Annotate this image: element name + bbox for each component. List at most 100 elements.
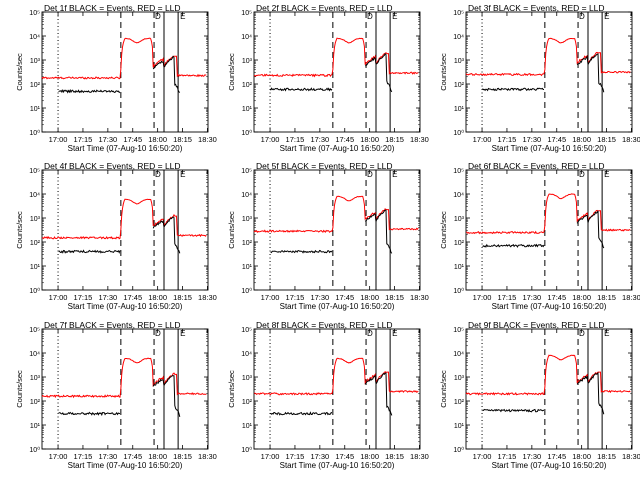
x-axis-label: Start Time (07-Aug-10 16:50:20): [492, 461, 607, 470]
lld-series-line: [253, 37, 419, 78]
y-tick-label: 10¹: [454, 423, 465, 430]
x-axis-label: Start Time (07-Aug-10 16:50:20): [492, 144, 607, 153]
y-tick-label: 10⁰: [453, 446, 464, 454]
detector-panel: Det 5f BLACK = Events, RED = LLD 10⁰ 10¹ 10…: [227, 161, 429, 311]
events-series-line: [58, 249, 121, 254]
x-tick-label: 18:30: [198, 452, 217, 461]
marker-label-e: E: [180, 170, 185, 179]
x-axis-label: Start Time (07-Aug-10 16:50:20): [492, 302, 607, 311]
y-tick-label: 10⁴: [241, 351, 252, 358]
x-tick-label: 17:00: [473, 452, 492, 461]
x-tick-label: 17:45: [123, 293, 142, 302]
y-tick-label: 10⁴: [241, 34, 252, 41]
events-series-line: [270, 249, 333, 254]
y-tick-label: 10³: [454, 58, 465, 65]
x-tick-label: 18:00: [148, 293, 167, 302]
marker-label-d: D: [579, 12, 585, 21]
y-tick-label: 10³: [242, 216, 253, 223]
y-tick-label: 10³: [30, 375, 41, 382]
x-tick-label: 17:30: [98, 452, 117, 461]
lld-series-line: [466, 193, 631, 235]
x-tick-label: 17:30: [98, 293, 117, 302]
panel-title: Det 6f BLACK = Events, RED = LLD: [468, 161, 605, 171]
marker-label-d: D: [155, 12, 161, 21]
events-series-line: [152, 216, 181, 254]
lld-series-line: [41, 357, 207, 399]
events-series-line: [58, 411, 121, 417]
y-tick-label: 10⁰: [29, 129, 40, 137]
x-tick-label: 18:15: [385, 452, 404, 461]
x-axis-label: Start Time (07-Aug-10 16:50:20): [68, 144, 183, 153]
y-tick-label: 10⁴: [29, 351, 40, 358]
events-series-line: [576, 371, 605, 415]
y-tick-label: 10⁴: [453, 34, 464, 41]
x-tick-label: 17:00: [473, 135, 492, 144]
detector-panel: Det 7f BLACK = Events, RED = LLD 10⁰ 10¹ 10…: [15, 320, 217, 470]
panel-title: Det 7f BLACK = Events, RED = LLD: [44, 320, 181, 330]
events-series-line: [270, 87, 333, 92]
detector-panel: Det 6f BLACK = Events, RED = LLD 10⁰ 10¹ 10…: [439, 161, 640, 311]
x-tick-label: 18:15: [173, 452, 192, 461]
y-tick-label: 10¹: [30, 106, 41, 113]
x-tick-label: 17:00: [49, 293, 68, 302]
lld-series-line: [465, 37, 631, 77]
y-tick-label: 10³: [30, 58, 41, 65]
marker-label-d: D: [155, 170, 161, 179]
x-tick-label: 17:15: [498, 293, 517, 302]
x-tick-label: 17:30: [310, 452, 329, 461]
x-tick-label: 17:00: [49, 135, 68, 144]
y-tick-label: 10¹: [242, 106, 253, 113]
plot-frame: [465, 11, 633, 133]
y-tick-label: 10⁵: [241, 168, 252, 175]
events-series-line: [152, 55, 181, 93]
y-axis-label: Counts/sec: [227, 370, 236, 408]
marker-label-e: E: [392, 12, 397, 21]
y-tick-label: 10⁰: [241, 287, 252, 295]
x-tick-label: 18:00: [572, 452, 591, 461]
plot-frame: [41, 328, 209, 450]
x-tick-label: 18:15: [597, 135, 616, 144]
detector-panel: Det 3f BLACK = Events, RED = LLD 10⁰ 10¹ 10…: [439, 3, 640, 153]
marker-label-e: E: [604, 12, 609, 21]
x-tick-label: 18:00: [572, 293, 591, 302]
x-tick-label: 17:15: [74, 452, 93, 461]
events-series-line: [576, 210, 605, 249]
lld-series-line: [41, 37, 207, 80]
x-tick-label: 18:15: [597, 452, 616, 461]
x-tick-label: 17:45: [335, 293, 354, 302]
marker-label-d: D: [367, 12, 373, 21]
y-tick-label: 10⁴: [29, 34, 40, 41]
y-axis-label: Counts/sec: [15, 211, 24, 249]
y-tick-label: 10³: [242, 58, 253, 65]
events-series-line: [58, 88, 121, 94]
x-tick-label: 18:15: [173, 135, 192, 144]
y-tick-label: 10²: [454, 240, 465, 247]
x-tick-label: 17:45: [335, 452, 354, 461]
y-tick-label: 10¹: [242, 264, 253, 271]
x-tick-label: 18:15: [173, 293, 192, 302]
events-series-line: [482, 243, 545, 248]
x-tick-label: 18:30: [410, 135, 429, 144]
x-tick-label: 18:30: [410, 293, 429, 302]
marker-label-e: E: [392, 329, 397, 338]
x-tick-label: 18:30: [622, 293, 640, 302]
y-tick-label: 10¹: [30, 423, 41, 430]
x-tick-label: 18:30: [622, 452, 640, 461]
y-tick-label: 10²: [454, 82, 465, 89]
y-axis-label: Counts/sec: [439, 211, 448, 249]
plot-frame: [41, 169, 209, 291]
y-tick-label: 10²: [30, 240, 41, 247]
x-tick-label: 17:45: [123, 135, 142, 144]
x-axis-label: Start Time (07-Aug-10 16:50:20): [280, 302, 395, 311]
x-tick-label: 17:15: [286, 293, 305, 302]
x-tick-label: 18:30: [622, 135, 640, 144]
marker-label-e: E: [180, 329, 185, 338]
marker-label-d: D: [155, 329, 161, 338]
x-tick-label: 18:00: [572, 135, 591, 144]
y-tick-label: 10³: [454, 375, 465, 382]
marker-label-e: E: [392, 170, 397, 179]
events-series-line: [365, 209, 393, 254]
x-tick-label: 17:30: [522, 293, 541, 302]
x-tick-label: 18:30: [198, 293, 217, 302]
